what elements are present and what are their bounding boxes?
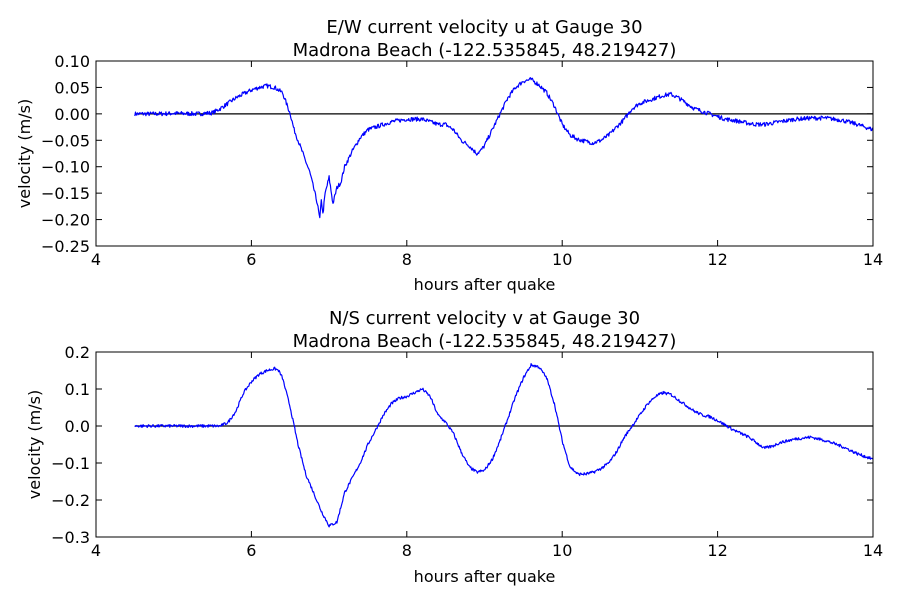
- y-tick-label: 0.1: [65, 380, 90, 399]
- x-axis-label-1: hours after quake: [414, 275, 556, 294]
- series-line-2-1: [134, 363, 874, 528]
- series-line-1-1: [134, 77, 874, 219]
- chart-title-1: E/W current velocity u at Gauge 30: [326, 17, 642, 38]
- chart-title-2: N/S current velocity v at Gauge 30: [329, 308, 640, 329]
- y-tick-label: 0.0: [65, 417, 90, 436]
- y-axis-label-1: velocity (m/s): [15, 99, 34, 208]
- x-tick-label: 6: [246, 250, 256, 269]
- plot-frame-2: [95, 351, 874, 538]
- x-tick-label: 10: [552, 541, 572, 560]
- y-tick-label: −0.25: [41, 237, 90, 256]
- y-tick-label: −0.20: [41, 211, 90, 230]
- y-tick-label: −0.05: [41, 131, 90, 150]
- x-tick-label: 6: [246, 541, 256, 560]
- y-tick-label: 0.10: [54, 52, 90, 71]
- y-tick-label: 0.00: [54, 105, 90, 124]
- x-tick-label: 8: [402, 541, 412, 560]
- x-tick-label: 14: [863, 250, 883, 269]
- y-tick-label: −0.3: [51, 528, 90, 547]
- y-axis-label-2: velocity (m/s): [25, 390, 44, 499]
- plot-frame-1: [95, 60, 874, 247]
- y-tick-label: −0.15: [41, 184, 90, 203]
- x-tick-label: 4: [91, 541, 101, 560]
- y-tick-label: −0.1: [51, 454, 90, 473]
- y-tick-label: 0.2: [65, 343, 90, 362]
- chart-subtitle-2: Madrona Beach (-122.535845, 48.219427): [293, 331, 677, 352]
- chart-subtitle-1: Madrona Beach (-122.535845, 48.219427): [293, 40, 677, 61]
- y-tick-label: 0.05: [54, 78, 90, 97]
- x-tick-label: 12: [707, 250, 727, 269]
- x-tick-label: 4: [91, 250, 101, 269]
- y-tick-label: −0.10: [41, 158, 90, 177]
- y-tick-label: −0.2: [51, 491, 90, 510]
- x-axis-label-2: hours after quake: [414, 567, 556, 586]
- x-tick-label: 10: [552, 250, 572, 269]
- x-tick-label: 14: [863, 541, 883, 560]
- x-tick-label: 8: [402, 250, 412, 269]
- x-tick-label: 12: [707, 541, 727, 560]
